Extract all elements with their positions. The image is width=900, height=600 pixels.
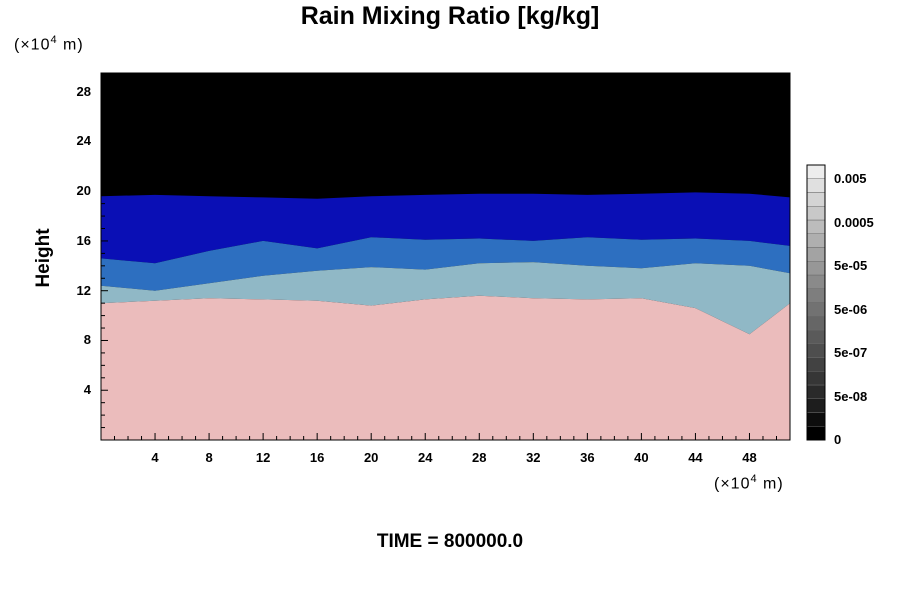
colorbar-label: 0 xyxy=(834,432,842,447)
x-tick-label: 32 xyxy=(526,450,541,465)
colorbar-label: 5e-05 xyxy=(834,258,868,273)
colorbar-swatch xyxy=(806,164,826,179)
y-tick-label: 24 xyxy=(76,133,91,149)
colorbar-label: 0.0005 xyxy=(834,214,874,230)
colorbar-frame xyxy=(806,164,826,441)
y-axis-unit: (×104 m) xyxy=(14,34,84,54)
y-tick-label: 20 xyxy=(76,183,91,199)
colorbar-swatch xyxy=(806,412,826,427)
y-tick-label: 28 xyxy=(76,83,91,99)
x-tick-label: 36 xyxy=(580,450,595,465)
time-label: TIME = 800000.0 xyxy=(376,531,524,552)
axis-ticks xyxy=(101,78,777,440)
x-unit-exponent: 4 xyxy=(750,473,758,485)
y-unit-prefix: (×10 xyxy=(14,36,51,54)
colorbar-swatch xyxy=(806,261,826,276)
chart-title: Rain Mixing Ratio [kg/kg] xyxy=(300,2,600,30)
colorbar-swatch xyxy=(806,343,826,358)
x-axis-unit: (×104 m) xyxy=(714,473,784,493)
colorbar-swatch xyxy=(806,316,826,331)
colorbar-swatch xyxy=(806,426,826,441)
rain-field xyxy=(101,73,790,440)
colorbar-swatch xyxy=(806,302,826,317)
y-tick-label: 12 xyxy=(76,282,91,298)
colorbar-swatch xyxy=(806,247,826,262)
colorbar-swatch xyxy=(806,178,826,193)
x-tick-label: 8 xyxy=(205,450,213,465)
colorbar-label: 5e-06 xyxy=(834,301,868,317)
y-unit-suffix: m) xyxy=(57,36,84,54)
y-tick-label: 16 xyxy=(76,232,91,248)
colorbar-label: 5e-08 xyxy=(834,388,868,404)
y-tick-label: 8 xyxy=(83,332,91,348)
x-tick-label: 20 xyxy=(363,450,379,465)
colorbar-swatch xyxy=(806,384,826,399)
colorbar-swatch xyxy=(806,233,826,248)
field-surface-layer xyxy=(101,295,790,440)
colorbar-swatch xyxy=(806,274,826,289)
x-tick-label: 40 xyxy=(634,450,649,465)
x-tick-label: 48 xyxy=(742,450,757,465)
colorbar-label: 5e-07 xyxy=(834,345,868,360)
field-lower-layer xyxy=(101,262,790,335)
x-unit-suffix: m) xyxy=(757,475,784,493)
colorbar-swatch xyxy=(806,357,826,372)
colorbar-swatch xyxy=(806,371,826,386)
field-upper-layer xyxy=(101,192,790,264)
colorbar xyxy=(806,164,826,441)
plot-frame xyxy=(100,72,791,441)
x-tick-label: 12 xyxy=(255,450,271,465)
colorbar-swatch xyxy=(806,192,826,207)
y-tick-label: 4 xyxy=(83,382,91,398)
colorbar-swatch xyxy=(806,206,826,221)
field-middle-layer xyxy=(101,237,790,291)
x-tick-label: 44 xyxy=(688,450,703,465)
colorbar-swatch xyxy=(806,398,826,413)
x-tick-label: 24 xyxy=(418,450,433,465)
x-unit-prefix: (×10 xyxy=(714,475,751,493)
x-tick-label: 16 xyxy=(309,450,325,465)
colorbar-swatch xyxy=(806,219,826,234)
x-tick-label: 28 xyxy=(472,450,487,465)
colorbar-swatch xyxy=(806,329,826,344)
y-unit-exponent: 4 xyxy=(50,34,58,46)
colorbar-label: 0.005 xyxy=(834,171,867,186)
x-tick-label: 4 xyxy=(151,450,159,465)
colorbar-swatch xyxy=(806,288,826,303)
